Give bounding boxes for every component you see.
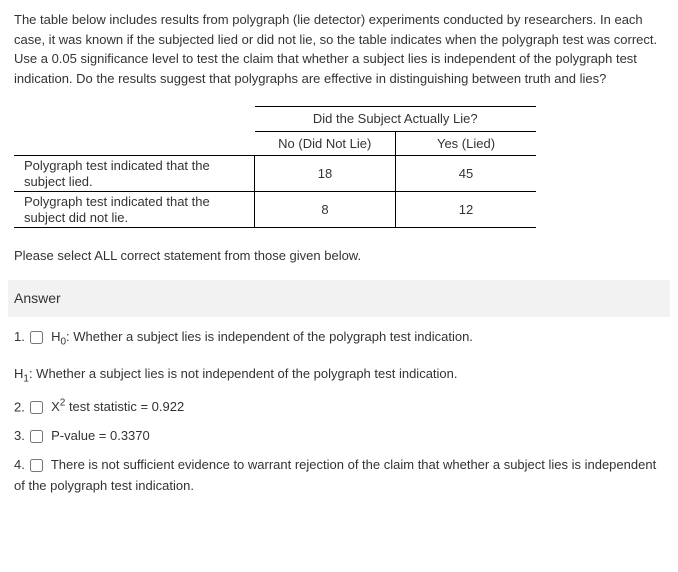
cell-r2-no: 8	[255, 192, 396, 228]
option-3-number: 3.	[14, 428, 25, 443]
option-4-number: 4.	[14, 457, 25, 472]
cell-r2-yes: 12	[396, 192, 537, 228]
cell-r1-yes: 45	[396, 156, 537, 192]
col-header-no: No (Did Not Lie)	[255, 131, 396, 156]
chi-letter: X	[51, 399, 60, 414]
table-super-header: Did the Subject Actually Lie?	[255, 107, 537, 132]
h1-letter: H	[14, 366, 23, 381]
option-2: 2. X2 test statistic = 0.922	[14, 396, 664, 418]
option-1-h0: H0: Whether a subject lies is independen…	[51, 329, 473, 344]
cell-r1-no: 18	[255, 156, 396, 192]
chi-rest: test statistic = 0.922	[65, 399, 184, 414]
option-2-number: 2.	[14, 399, 25, 414]
data-table: Did the Subject Actually Lie? No (Did No…	[14, 106, 536, 228]
option-4-text: There is not sufficient evidence to warr…	[14, 457, 656, 493]
col-header-yes: Yes (Lied)	[396, 131, 537, 156]
answer-heading: Answer	[8, 280, 670, 317]
option-1-number: 1.	[14, 329, 25, 344]
option-2-text: X2 test statistic = 0.922	[51, 399, 184, 414]
h1-text: : Whether a subject lies is not independ…	[29, 366, 458, 381]
option-3: 3. P-value = 0.3370	[14, 426, 664, 447]
option-4: 4. There is not sufficient evidence to w…	[14, 455, 664, 497]
option-1: 1. H0: Whether a subject lies is indepen…	[14, 327, 664, 388]
row-label-1: Polygraph test indicated that the subjec…	[14, 156, 255, 192]
option-4-checkbox[interactable]	[30, 459, 43, 472]
option-3-checkbox[interactable]	[30, 430, 43, 443]
option-1-h1: H1: Whether a subject lies is not indepe…	[14, 366, 458, 381]
option-2-checkbox[interactable]	[30, 401, 43, 414]
option-1-checkbox[interactable]	[30, 331, 43, 344]
option-3-text: P-value = 0.3370	[51, 428, 150, 443]
h0-text: : Whether a subject lies is independent …	[66, 329, 473, 344]
row-label-2: Polygraph test indicated that the subjec…	[14, 192, 255, 228]
question-intro: The table below includes results from po…	[14, 10, 664, 88]
select-prompt: Please select ALL correct statement from…	[14, 246, 664, 266]
